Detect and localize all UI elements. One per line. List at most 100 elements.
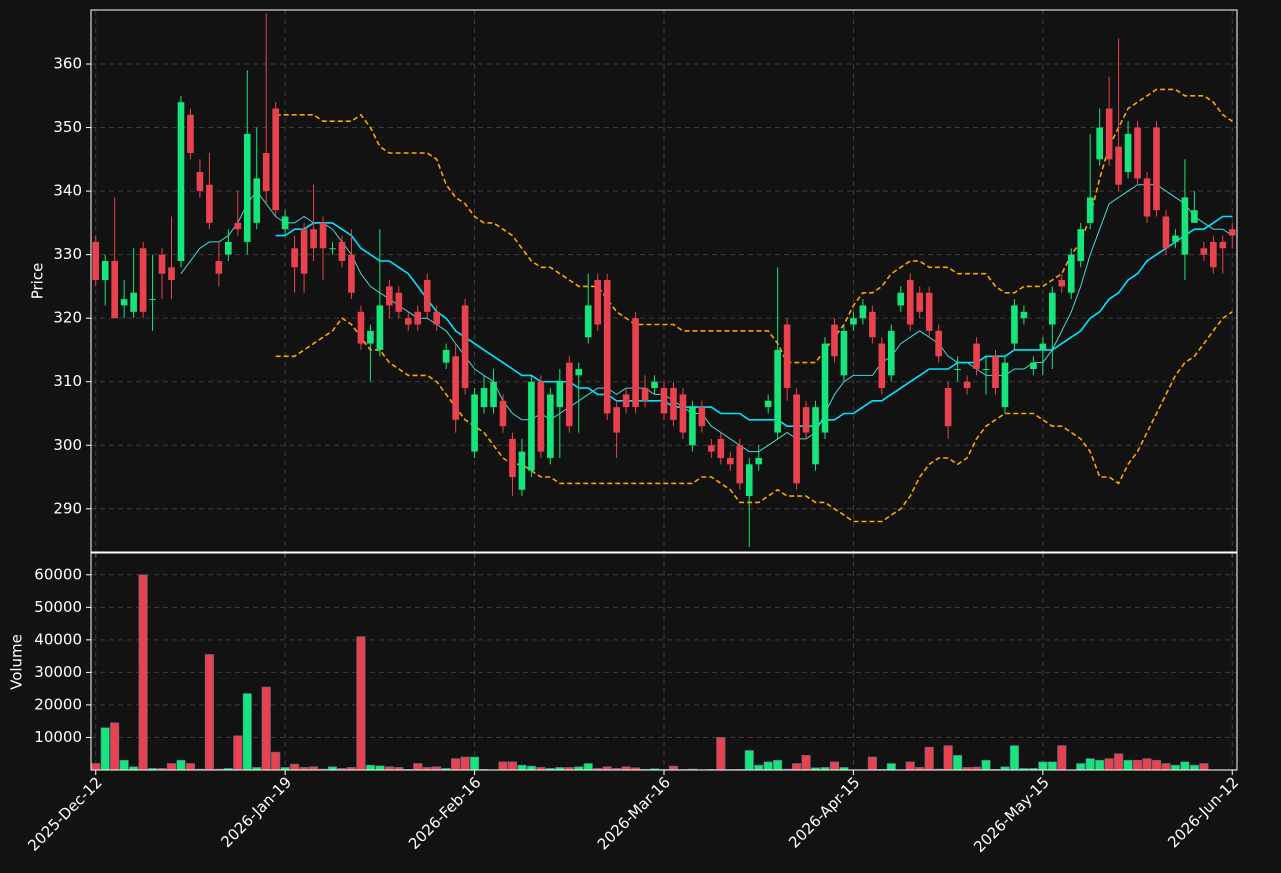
volume-bar (233, 735, 243, 771)
volume-bar (1057, 745, 1067, 771)
candle-body (329, 248, 336, 250)
volume-bar (271, 751, 281, 771)
volume-bar (754, 764, 764, 771)
volume-bar (1038, 761, 1048, 771)
volume-bar (981, 759, 991, 771)
candle-body (1020, 311, 1028, 319)
volume-bar (91, 763, 101, 771)
candle-body (925, 292, 933, 331)
candle-body (698, 407, 706, 427)
candle-body (982, 369, 990, 371)
volume-bar (176, 759, 186, 771)
candle-body (717, 438, 725, 458)
candle-body (755, 457, 763, 465)
volume-bar (668, 765, 679, 771)
volume-bar (119, 759, 129, 771)
volume-bar (356, 636, 366, 771)
candle-body (632, 318, 639, 408)
volume-bar (763, 761, 773, 771)
y-tick-label: 310 (53, 372, 82, 390)
candle-body (490, 381, 497, 408)
candle-body (565, 362, 573, 427)
candle-body (726, 457, 734, 465)
candle-body (1105, 108, 1113, 160)
volume-bar (507, 761, 518, 771)
volume-bar (1189, 764, 1199, 771)
candle-body (253, 178, 261, 223)
volume-bar (413, 763, 423, 771)
volume-bar (451, 758, 461, 771)
volume-bar (261, 686, 271, 771)
panel-frame (90, 552, 1238, 771)
candle-body (338, 241, 346, 261)
candle-body (651, 381, 658, 389)
candle-body (1153, 127, 1160, 211)
candle-body (812, 407, 819, 465)
volume-axis-label: Volume (8, 634, 26, 690)
candle-body (821, 343, 829, 433)
volume-bar (470, 756, 480, 771)
volume-bar (1123, 759, 1133, 771)
candle-body (1096, 127, 1103, 160)
indicator-line (180, 184, 1233, 453)
candle-body (92, 241, 100, 281)
y-tick-label: 360 (53, 55, 82, 73)
candle-body (1181, 197, 1189, 255)
candle-body (196, 172, 204, 192)
candle-body (537, 381, 545, 452)
volume-bar (290, 763, 300, 771)
candle-body (139, 248, 147, 312)
volume-bar (166, 763, 177, 771)
candle-body (897, 292, 905, 306)
candle-body (556, 381, 564, 408)
candle-body (1172, 235, 1179, 242)
candle-body (518, 451, 526, 490)
candle-body (101, 260, 109, 281)
y-tick-label: 20000 (34, 695, 82, 713)
volume-bar (526, 765, 536, 771)
y-tick-label: 320 (53, 309, 82, 327)
candle-body (708, 445, 715, 452)
candle-body (423, 280, 431, 312)
volume-bar (801, 755, 811, 771)
candle-body (414, 311, 422, 325)
volume-bar (1199, 763, 1209, 771)
candle-body (376, 305, 384, 350)
candle-body (547, 394, 554, 458)
candle-body (471, 394, 478, 452)
volume-bar (1132, 759, 1143, 771)
volume-bar (1104, 758, 1114, 771)
volume-bar (716, 737, 726, 771)
candle-body (954, 369, 961, 371)
volume-bar (1085, 758, 1095, 771)
candle-body (300, 229, 308, 274)
candle-body (840, 330, 848, 376)
y-tick-label: 290 (53, 499, 82, 517)
volume-bar (829, 761, 840, 771)
candle-body (319, 222, 327, 249)
candle-body (130, 292, 137, 312)
candle-body (386, 286, 393, 306)
candle-body (689, 407, 696, 446)
candle-body (944, 388, 952, 427)
candle-body (764, 400, 772, 408)
candle-body (442, 349, 450, 363)
candle-body (310, 229, 317, 249)
y-tick-label: 330 (53, 245, 82, 263)
volume-bar (242, 693, 252, 771)
indicator-line (275, 215, 1233, 427)
candle-body (850, 318, 857, 325)
volume-bar (1170, 764, 1180, 771)
candle-body (480, 388, 488, 408)
candle-body (158, 254, 166, 274)
candle-body (935, 330, 942, 357)
candle-body (992, 356, 999, 389)
volume-bar (185, 763, 196, 771)
candle-body (869, 311, 876, 338)
volume-bar (100, 727, 110, 771)
volume-bar (204, 654, 214, 771)
candle-body (1077, 229, 1085, 261)
candle-body (1134, 127, 1141, 179)
y-tick-label: 10000 (34, 728, 82, 746)
candle-body (963, 381, 971, 389)
